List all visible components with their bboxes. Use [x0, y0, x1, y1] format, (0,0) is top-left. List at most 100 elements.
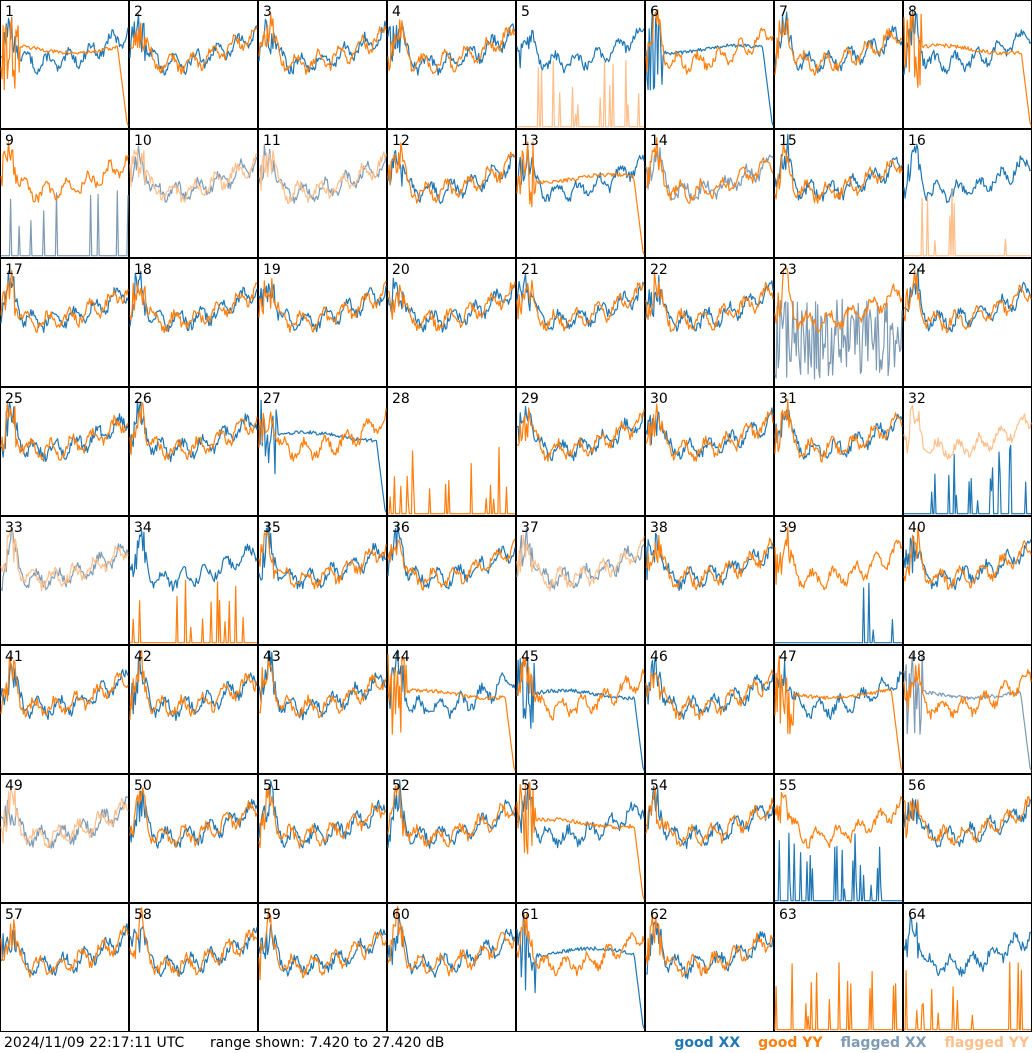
- tile-label: 52: [392, 778, 410, 794]
- tile-frame: [0, 129, 129, 258]
- tile-frame: [387, 258, 516, 387]
- tile-label: 18: [134, 262, 152, 278]
- series-yy-good: [387, 19, 516, 75]
- tile-45: 45: [516, 645, 645, 774]
- series-yy-good: [0, 919, 129, 978]
- series-yy-good: [0, 655, 129, 718]
- series-yy-good: [774, 17, 903, 76]
- tile-14: 14: [645, 129, 774, 258]
- tile-40: 40: [903, 516, 1032, 645]
- series-xx-good: [258, 522, 387, 590]
- tile-frame: [774, 645, 903, 774]
- tile-frame: [387, 387, 516, 516]
- tile-49: 49: [0, 774, 129, 903]
- tile-10: 10: [129, 129, 258, 258]
- series-xx-good: [129, 530, 258, 592]
- series-yy-good: [0, 17, 129, 126]
- series-xx-flagged: [1, 190, 129, 257]
- series-xx-good: [645, 785, 774, 849]
- tile-frame: [903, 774, 1032, 903]
- tile-7: 7: [774, 0, 903, 129]
- series-yy-good: [774, 792, 903, 849]
- series-xx-good: [0, 270, 129, 333]
- tile-63: 63: [774, 903, 903, 1032]
- tile-label: 38: [650, 520, 668, 536]
- tile-label: 7: [779, 4, 788, 20]
- tile-42: 42: [129, 645, 258, 774]
- tile-label: 49: [5, 778, 23, 794]
- tile-16: 16: [903, 129, 1032, 258]
- series-xx-good: [387, 23, 516, 76]
- tile-21: 21: [516, 258, 645, 387]
- series-yy-good: [516, 913, 645, 977]
- series-yy-good: [903, 796, 1032, 846]
- series-xx-good: [904, 444, 1031, 515]
- series-yy-good: [904, 961, 1031, 1031]
- series-yy-good: [0, 403, 129, 461]
- tile-label: 24: [908, 262, 926, 278]
- tile-label: 26: [134, 391, 152, 407]
- tile-label: 5: [521, 4, 530, 20]
- tile-label: 62: [650, 907, 668, 923]
- tile-24: 24: [903, 258, 1032, 387]
- tile-label: 42: [134, 649, 152, 665]
- tile-59: 59: [258, 903, 387, 1032]
- series-xx-good: [645, 407, 774, 460]
- tile-label: 64: [908, 907, 926, 923]
- tile-label: 29: [521, 391, 539, 407]
- series-yy-good: [516, 141, 645, 255]
- series-yy-flagged: [0, 528, 129, 592]
- tile-label: 39: [779, 520, 797, 536]
- tile-1: 1: [0, 0, 129, 129]
- series-yy-good: [903, 270, 1032, 334]
- tile-52: 52: [387, 774, 516, 903]
- tile-4: 4: [387, 0, 516, 129]
- series-yy-flagged: [903, 404, 1032, 460]
- series-xx-good: [645, 275, 774, 332]
- series-yy-flagged: [516, 534, 645, 592]
- series-xx-good: [387, 649, 516, 720]
- range-shown: range shown: 7.420 to 27.420 dB: [210, 1035, 445, 1051]
- series-xx-good: [258, 924, 387, 977]
- series-yy-good: [774, 140, 903, 204]
- series-yy-flagged: [129, 149, 258, 203]
- series-yy-good: [645, 9, 774, 75]
- tile-frame: [258, 516, 387, 645]
- tile-64: 64: [903, 903, 1032, 1032]
- timestamp: 2024/11/09 22:17:11 UTC: [4, 1035, 185, 1051]
- tile-label: 33: [5, 520, 23, 536]
- tile-label: 53: [521, 778, 539, 794]
- series-yy-good: [258, 13, 387, 75]
- series-xx-good: [903, 536, 1032, 591]
- tile-20: 20: [387, 258, 516, 387]
- tile-6: 6: [645, 0, 774, 129]
- series-xx-good: [258, 399, 387, 513]
- series-yy-good: [774, 526, 903, 591]
- tile-label: 12: [392, 133, 410, 149]
- series-yy-good: [129, 650, 258, 720]
- series-yy-good: [129, 907, 258, 977]
- tile-11: 11: [258, 129, 387, 258]
- tile-8: 8: [903, 0, 1032, 129]
- tile-frame: [0, 0, 129, 129]
- series-xx-good: [0, 661, 129, 720]
- tile-35: 35: [258, 516, 387, 645]
- tile-label: 59: [263, 907, 281, 923]
- tile-label: 41: [5, 649, 23, 665]
- legend-flagged-yy: flagged YY: [944, 1035, 1029, 1051]
- series-xx-good: [516, 782, 645, 849]
- tile-label: 22: [650, 262, 668, 278]
- legend-good-xx: good XX: [674, 1035, 741, 1051]
- tile-28: 28: [387, 387, 516, 516]
- tile-30: 30: [645, 387, 774, 516]
- tile-frame: [258, 387, 387, 516]
- tile-frame: [129, 129, 258, 258]
- series-yy-good: [903, 13, 1032, 126]
- tile-47: 47: [774, 645, 903, 774]
- tile-32: 32: [903, 387, 1032, 516]
- tile-46: 46: [645, 645, 774, 774]
- tile-18: 18: [129, 258, 258, 387]
- tile-label: 25: [5, 391, 23, 407]
- series-xx-good: [129, 399, 258, 463]
- series-yy-good: [388, 446, 515, 515]
